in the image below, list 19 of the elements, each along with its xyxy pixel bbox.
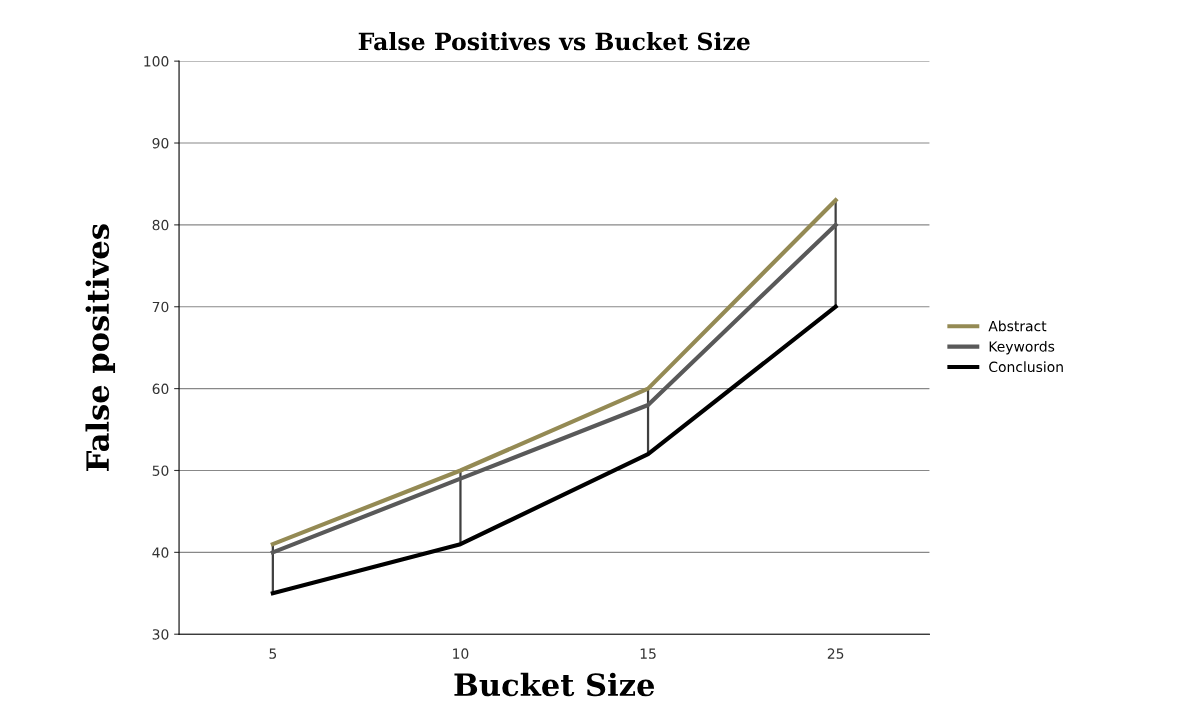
y-tick-label: 90 [152,137,169,149]
legend-label: Conclusion [989,361,1063,373]
y-tick-label: 70 [152,301,169,313]
x-tick-label: 10 [453,648,469,659]
x-tick-label: 5 [269,648,277,659]
y-axis-title: False positives [85,224,116,471]
y-tick-label: 60 [152,383,169,395]
line-series [270,304,838,596]
y-tick-label: 40 [152,547,169,558]
y-tick-label: 80 [152,219,169,231]
chart-title: False Positives vs Bucket Size [358,32,750,51]
legend-label: Keywords [989,340,1055,355]
y-tick-label: 50 [152,465,169,476]
y-tick-label: 100 [144,56,169,67]
x-tick-label: 25 [827,648,844,659]
x-tick-label: 15 [640,648,656,659]
y-tick-label: 30 [152,629,169,640]
x-axis-title: Bucket Size [454,672,655,697]
legend-label: Abstract [988,320,1047,332]
